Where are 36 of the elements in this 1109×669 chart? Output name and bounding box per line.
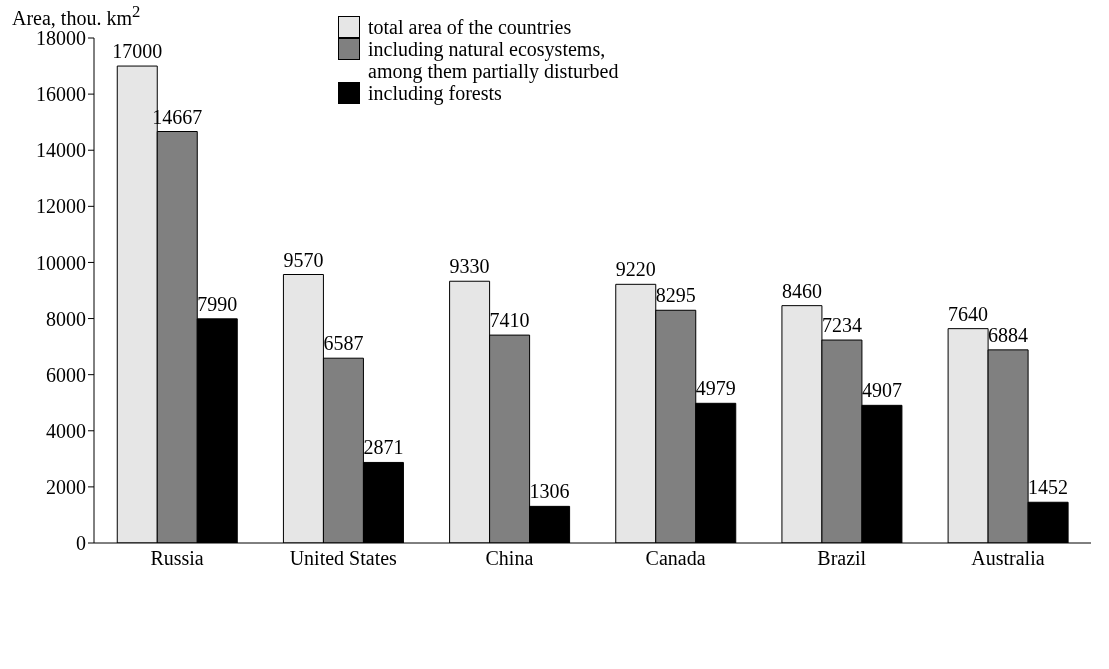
y-tick-label: 10000 (36, 251, 86, 274)
x-tick-label: United States (289, 547, 398, 570)
y-tick-label: 2000 (46, 475, 86, 498)
data-label: 9570 (283, 248, 324, 271)
x-tick-label: Australia (971, 547, 1045, 570)
y-tick-label: 6000 (46, 363, 86, 386)
y-tick-label: 14000 (36, 139, 86, 162)
data-label: 6884 (988, 323, 1029, 346)
data-label: 9330 (449, 255, 490, 278)
data-label: 8460 (781, 279, 822, 302)
data-label: 7410 (489, 309, 530, 332)
data-label: 4907 (861, 379, 902, 402)
data-label: 7990 (197, 292, 238, 315)
data-label: 4979 (695, 377, 736, 400)
y-tick-label: 12000 (36, 195, 86, 218)
data-label: 2871 (363, 436, 404, 459)
x-tick-label: Brazil (817, 547, 867, 570)
legend-label: including forests (368, 82, 502, 104)
y-tick-label: 18000 (36, 27, 86, 50)
x-tick-label: Canada (645, 547, 706, 570)
data-label: 7640 (948, 302, 989, 325)
y-axis-title: Area, thou. km$^{2}$ (12, 2, 141, 30)
y-tick-label: 16000 (36, 83, 86, 106)
y-tick-label: 4000 (46, 419, 86, 442)
x-tick-label: China (485, 547, 534, 570)
data-label: 17000 (112, 40, 163, 63)
data-label: 8295 (655, 284, 696, 307)
legend-label: total area of the countries (368, 16, 572, 38)
data-label: 1452 (1028, 476, 1069, 499)
x-tick-label: Russia (150, 547, 204, 570)
y-tick-label: 0 (76, 532, 86, 555)
y-tick-label: 8000 (46, 307, 86, 330)
data-label: 9220 (615, 258, 656, 281)
data-label: 7234 (821, 314, 862, 337)
data-label: 1306 (529, 480, 570, 503)
data-label: 6587 (323, 332, 364, 355)
